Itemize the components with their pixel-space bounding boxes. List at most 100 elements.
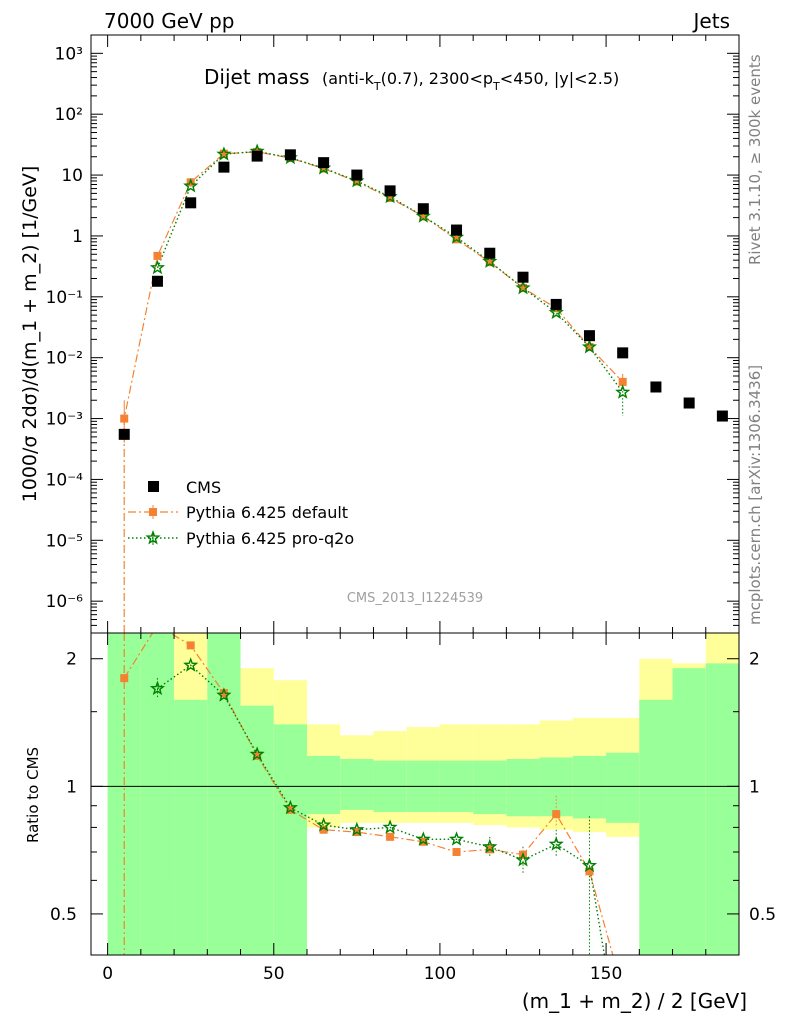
ratio-y-tick-label-left: 0.5 <box>50 905 77 925</box>
band-inner-bin <box>240 705 274 955</box>
main-y-tick-label: 10² <box>55 105 83 125</box>
legend-pythia-default-label: Pythia 6.425 default <box>186 503 348 522</box>
x-axis-label: (m_1 + m_2) / 2 [GeV] <box>522 989 747 1013</box>
cms-point <box>284 149 296 161</box>
pythia-default-ratio-point <box>319 825 328 834</box>
cms-point <box>251 150 263 162</box>
plot-title: Dijet mass (anti-kT(0.7), 2300<pT<450, |… <box>204 65 619 93</box>
ratio-y-tick-label-right: 2 <box>749 650 760 670</box>
ratio-uncertainty-bands <box>91 633 739 955</box>
band-inner-bin <box>705 663 739 955</box>
pythia-default-point <box>186 178 195 187</box>
main-y-tick-label: 10⁻³ <box>46 410 83 430</box>
band-inner-bin <box>672 668 706 955</box>
pythia-proq2o-ratio-point <box>482 838 498 854</box>
pythia-default-point <box>352 177 361 186</box>
pythia-default-point <box>618 377 627 386</box>
pythia-proq2o-ratio-point <box>515 852 531 867</box>
category-label: Jets <box>692 9 730 33</box>
plot-title-main: Dijet mass <box>204 65 310 89</box>
pythia-proq2o-point <box>548 304 564 320</box>
legend: CMS Pythia 6.425 default Pythia 6.425 pr… <box>128 478 354 548</box>
pythia-default-ratio-point <box>386 832 395 841</box>
ratio-panel-frame <box>90 632 740 956</box>
cms-point <box>451 224 463 236</box>
pythia-default-point <box>585 342 594 351</box>
band-inner-bin <box>174 699 208 955</box>
cms-point <box>583 330 595 342</box>
plot-title-sub-pre: (anti-k <box>322 69 375 88</box>
band-inner-bin <box>340 759 374 810</box>
plot-title-sub-mid: (0.7), 2300<p <box>381 69 493 88</box>
x-tick-label: 100 <box>424 964 456 984</box>
pythia-proq2o-point <box>216 146 232 161</box>
legend-pythia-proq2o-label: Pythia 6.425 pro-q2o <box>186 529 354 548</box>
pythia-default-point <box>219 149 228 158</box>
ratio-y-tick-label-right: 1 <box>749 777 760 797</box>
band-inner-bin <box>506 759 540 817</box>
pythia-default-point <box>519 283 527 292</box>
cms-point <box>218 161 230 173</box>
band-inner-bin <box>307 755 341 815</box>
plot-title-sub1: T <box>373 80 381 93</box>
pythia-default-ratio-point <box>452 847 461 856</box>
pythia-proq2o-ratio-point <box>149 680 166 696</box>
cms-point <box>318 157 330 169</box>
legend-cms-marker <box>148 481 159 492</box>
pythia-proq2o-ratio-point <box>448 831 465 846</box>
ratio-y-axis-label: Ratio to CMS <box>24 747 42 843</box>
main-y-tick-label: 1 <box>72 227 83 247</box>
pythia-proq2o-point <box>482 253 498 268</box>
pythia-proq2o-point <box>515 279 531 295</box>
main-y-tick-label: 10³ <box>55 44 83 64</box>
main-y-axis-label: 1000/σ 2dσ)/d(m_1 + m_2) [1/GeV] <box>19 166 41 503</box>
pythia-default-point <box>485 258 494 267</box>
pythia-proq2o-ratio-point <box>282 799 298 815</box>
rivet-label: Rivet 3.1.10, ≥ 300k events <box>746 54 764 265</box>
main-y-tick-label: 10⁻² <box>46 349 83 369</box>
pythia-proq2o-ratio-point <box>349 821 365 837</box>
pythia-default-point <box>419 212 428 221</box>
cms-point <box>384 185 396 197</box>
band-inner-bin <box>207 633 241 955</box>
pythia-default-point <box>319 164 328 173</box>
plot-title-sub-post: <450, |y|<2.5) <box>500 69 619 88</box>
main-panel-marks <box>118 143 728 633</box>
cms-point <box>517 271 529 283</box>
cms-point <box>716 410 728 422</box>
band-inner-bin <box>140 633 175 955</box>
main-y-tick-label: 10⁻⁵ <box>46 531 83 551</box>
cms-point <box>185 197 197 209</box>
pythia-default-ratio-point <box>120 674 129 683</box>
pythia-default-ratio-point <box>186 641 195 650</box>
plot-title-sub2: T <box>492 80 500 93</box>
x-tick-label: 50 <box>263 964 285 984</box>
pythia-proq2o-ratio-point <box>415 831 431 846</box>
pythia-proq2o-ratio-point <box>216 687 232 702</box>
legend-pythia-default-marker <box>149 508 157 516</box>
legend-pythia-proq2o-marker <box>145 530 161 545</box>
main-y-tick-label: 10⁻⁶ <box>46 592 84 612</box>
band-inner-bin <box>639 699 673 955</box>
pythia-proq2o-ratio-point <box>548 836 564 851</box>
pythia-default-ratio-point <box>585 867 594 876</box>
pythia-proq2o-point <box>149 259 166 275</box>
ratio-y-tick-label-right: 0.5 <box>749 905 776 925</box>
energy-label: 7000 GeV pp <box>104 9 235 33</box>
legend-cms-label: CMS <box>186 478 221 497</box>
axes: 10⁻⁶ 10⁻⁵ 10⁻⁴ 10⁻³ 10⁻² 10⁻¹ 1 10 10² 10³ 0 50 100 1… <box>46 34 776 984</box>
pythia-proq2o-point <box>183 178 199 193</box>
pythia-default-point <box>386 194 395 203</box>
pythia-proq2o-point <box>581 338 598 354</box>
cms-point <box>118 428 130 440</box>
cms-point <box>417 203 429 215</box>
cms-point <box>484 247 496 259</box>
ratio-clipped-group <box>120 633 614 955</box>
ratio-y-tick-label-left: 1 <box>66 777 77 797</box>
pythia-default-ratio-point <box>219 689 228 698</box>
band-inner-bin <box>606 752 640 823</box>
pythia-proq2o-ratio-point <box>316 817 332 832</box>
band-inner-bin <box>273 724 307 955</box>
